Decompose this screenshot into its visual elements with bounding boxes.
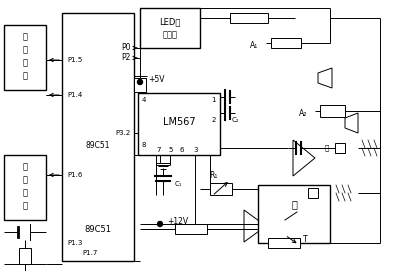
Text: +5V: +5V (148, 76, 164, 85)
Text: 延: 延 (23, 163, 27, 172)
Bar (19, 248, 31, 264)
Text: 6: 6 (180, 147, 185, 153)
Bar (210, 183, 232, 195)
Text: P1.5: P1.5 (67, 57, 82, 63)
Text: 5: 5 (168, 147, 172, 153)
Text: 整: 整 (23, 202, 27, 211)
Bar (62, 13, 134, 261)
Text: 时: 时 (23, 176, 27, 185)
Text: C₁: C₁ (175, 181, 183, 187)
Text: P1.7: P1.7 (82, 250, 97, 256)
Text: P0: P0 (122, 44, 131, 53)
Text: 收: 收 (325, 145, 329, 151)
Bar (4, 25, 46, 90)
Bar (258, 185, 330, 243)
Bar (271, 38, 301, 48)
Text: P1.4: P1.4 (67, 92, 82, 98)
Text: 发: 发 (291, 199, 297, 209)
Bar (335, 143, 345, 153)
Circle shape (158, 221, 162, 227)
Text: LED显: LED显 (159, 18, 181, 27)
Circle shape (137, 79, 143, 85)
Bar (140, 8, 200, 48)
Text: 89C51: 89C51 (86, 140, 110, 150)
Text: 3: 3 (193, 147, 198, 153)
Text: P3.2: P3.2 (116, 130, 131, 136)
Text: C₂: C₂ (232, 117, 240, 123)
Bar (268, 238, 300, 248)
Bar (308, 188, 318, 198)
Text: P1.3: P1.3 (67, 240, 82, 246)
Text: P2: P2 (122, 53, 131, 63)
Text: R₁: R₁ (209, 172, 217, 180)
Bar (175, 224, 207, 234)
Bar (134, 78, 146, 92)
Text: 1: 1 (211, 97, 216, 103)
Text: LM567: LM567 (163, 117, 195, 127)
Text: 8: 8 (142, 142, 147, 148)
Text: A₂: A₂ (299, 108, 307, 118)
Text: 89C51: 89C51 (84, 225, 112, 234)
Text: +12V: +12V (167, 218, 188, 227)
Text: 调: 调 (23, 59, 27, 67)
Text: T: T (303, 235, 307, 244)
Text: 7: 7 (156, 147, 160, 153)
Text: 调: 调 (23, 189, 27, 198)
Text: A₁: A₁ (250, 40, 258, 50)
Bar (4, 155, 46, 220)
Text: 速: 速 (23, 46, 27, 54)
Text: 2: 2 (211, 117, 216, 123)
Bar (230, 13, 268, 23)
Bar (138, 93, 220, 155)
Text: 4: 4 (142, 97, 147, 103)
Bar (320, 105, 345, 117)
Text: P1.6: P1.6 (67, 172, 82, 178)
Text: 整: 整 (23, 72, 27, 80)
Text: 示电路: 示电路 (162, 31, 177, 40)
Text: 声: 声 (23, 33, 27, 41)
